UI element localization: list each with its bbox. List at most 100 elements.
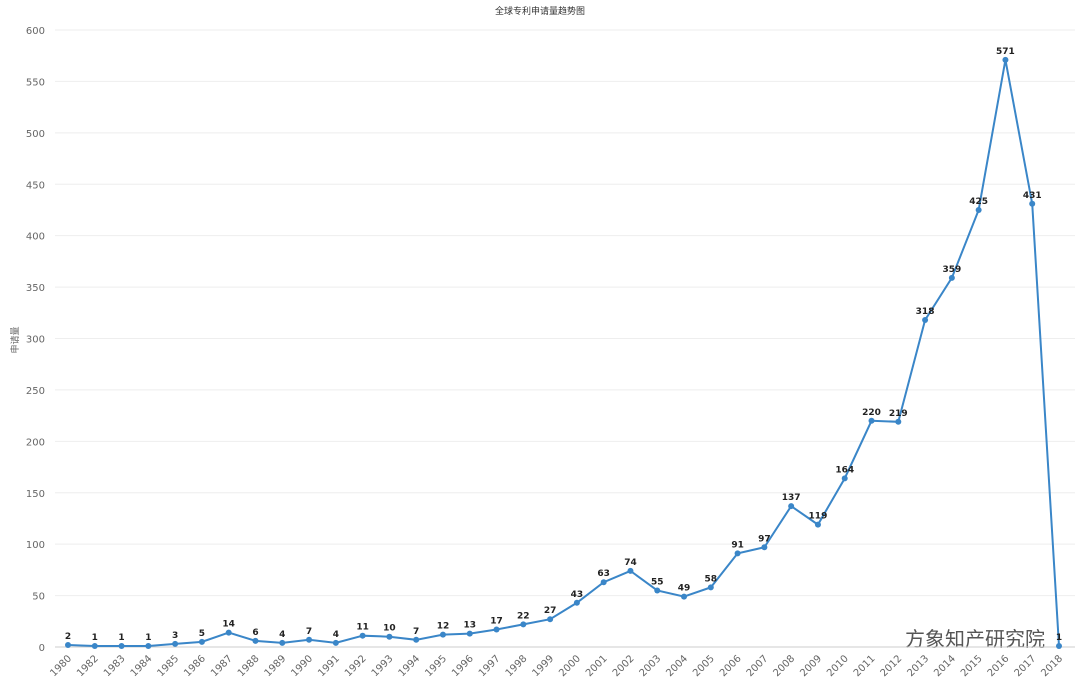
value-label: 119 (809, 512, 828, 522)
data-point (198, 638, 205, 645)
x-tick-label: 2013 (905, 653, 931, 679)
y-tick-label: 200 (26, 437, 45, 448)
data-point (922, 316, 929, 323)
data-point (1056, 642, 1062, 649)
x-tick-label: 2003 (638, 653, 664, 679)
data-point (413, 636, 420, 643)
data-point (975, 206, 982, 213)
x-tick-label: 2004 (664, 653, 690, 679)
value-label: 4 (279, 630, 285, 640)
data-point (627, 567, 634, 574)
x-tick-label: 2005 (691, 653, 717, 679)
data-point (91, 642, 98, 649)
data-point (145, 642, 152, 649)
x-tick-label: 2014 (932, 653, 958, 679)
value-label: 97 (758, 534, 771, 544)
x-tick-label: 1997 (477, 653, 503, 679)
y-axis-label: 申请量 (9, 326, 21, 353)
value-label: 10 (383, 624, 396, 634)
x-tick-label: 2007 (745, 653, 771, 679)
data-point (841, 475, 848, 482)
value-label: 5 (199, 629, 205, 639)
value-label: 1 (1056, 633, 1062, 643)
x-tick-label: 1982 (75, 653, 101, 679)
data-point (1029, 200, 1036, 207)
x-tick-label: 2012 (879, 653, 905, 679)
value-label: 164 (835, 465, 854, 475)
data-point (895, 418, 902, 425)
data-point (547, 616, 554, 623)
x-tick-label: 1992 (343, 653, 369, 679)
data-point (65, 641, 71, 648)
x-tick-label: 1995 (423, 653, 449, 679)
data-point (1002, 56, 1009, 63)
value-label: 219 (889, 409, 908, 419)
data-point (734, 550, 741, 557)
data-point (948, 274, 955, 281)
chart-title: 全球专利申请量趋势图 (495, 5, 585, 17)
value-label: 74 (624, 558, 637, 568)
data-point (225, 629, 232, 636)
y-tick-label: 400 (26, 232, 45, 243)
x-tick-label: 2011 (852, 653, 878, 679)
y-tick-label: 100 (26, 540, 45, 551)
data-point (386, 633, 393, 640)
x-tick-label: 1987 (209, 653, 235, 679)
value-label: 22 (517, 611, 530, 621)
y-tick-label: 500 (26, 129, 45, 140)
y-tick-label: 250 (26, 386, 45, 397)
x-tick-label: 2010 (825, 653, 851, 679)
value-label: 7 (306, 627, 312, 637)
value-label: 3 (172, 631, 178, 641)
data-point (868, 417, 875, 424)
value-label: 12 (437, 622, 450, 632)
data-point (493, 626, 500, 633)
data-point (761, 544, 768, 551)
data-point (439, 631, 446, 638)
value-label: 4 (333, 630, 339, 640)
x-tick-label: 1993 (370, 653, 396, 679)
x-tick-label: 1998 (504, 653, 530, 679)
data-point (520, 621, 527, 628)
y-tick-label: 300 (26, 335, 45, 346)
value-label: 7 (413, 627, 419, 637)
x-tick-label: 1983 (102, 653, 128, 679)
value-label: 58 (705, 574, 718, 584)
value-label: 11 (356, 623, 369, 633)
value-label: 6 (252, 628, 258, 638)
x-tick-label: 1990 (289, 653, 315, 679)
x-tick-label: 1991 (316, 653, 342, 679)
value-label: 220 (862, 408, 881, 418)
y-tick-label: 350 (26, 283, 45, 294)
x-tick-label: 2009 (798, 653, 824, 679)
x-tick-label: 2006 (718, 653, 744, 679)
x-tick-label: 2008 (772, 653, 798, 679)
value-label: 431 (1023, 191, 1042, 201)
x-tick-label: 1986 (182, 653, 208, 679)
value-label: 17 (490, 617, 503, 627)
value-label: 55 (651, 577, 664, 587)
data-line (67, 59, 1060, 647)
data-point (600, 579, 607, 586)
value-label: 49 (678, 584, 691, 594)
data-point (332, 639, 339, 646)
x-tick-label: 2018 (1039, 653, 1065, 679)
y-tick-label: 600 (26, 26, 45, 37)
value-label: 425 (969, 197, 988, 207)
value-label: 63 (597, 569, 610, 579)
data-point (252, 637, 259, 644)
value-label: 2 (65, 632, 71, 642)
x-tick-label: 2017 (1013, 653, 1039, 679)
data-point (681, 593, 688, 600)
value-label: 27 (544, 606, 557, 616)
y-tick-label: 0 (39, 643, 45, 654)
data-point (359, 632, 366, 639)
data-point (573, 599, 580, 606)
x-tick-label: 1996 (450, 653, 476, 679)
value-label: 43 (571, 590, 584, 600)
data-point (306, 636, 313, 643)
data-point (279, 639, 286, 646)
x-tick-label: 2000 (557, 653, 583, 679)
y-tick-label: 150 (26, 489, 45, 500)
x-tick-label: 1980 (48, 653, 74, 679)
